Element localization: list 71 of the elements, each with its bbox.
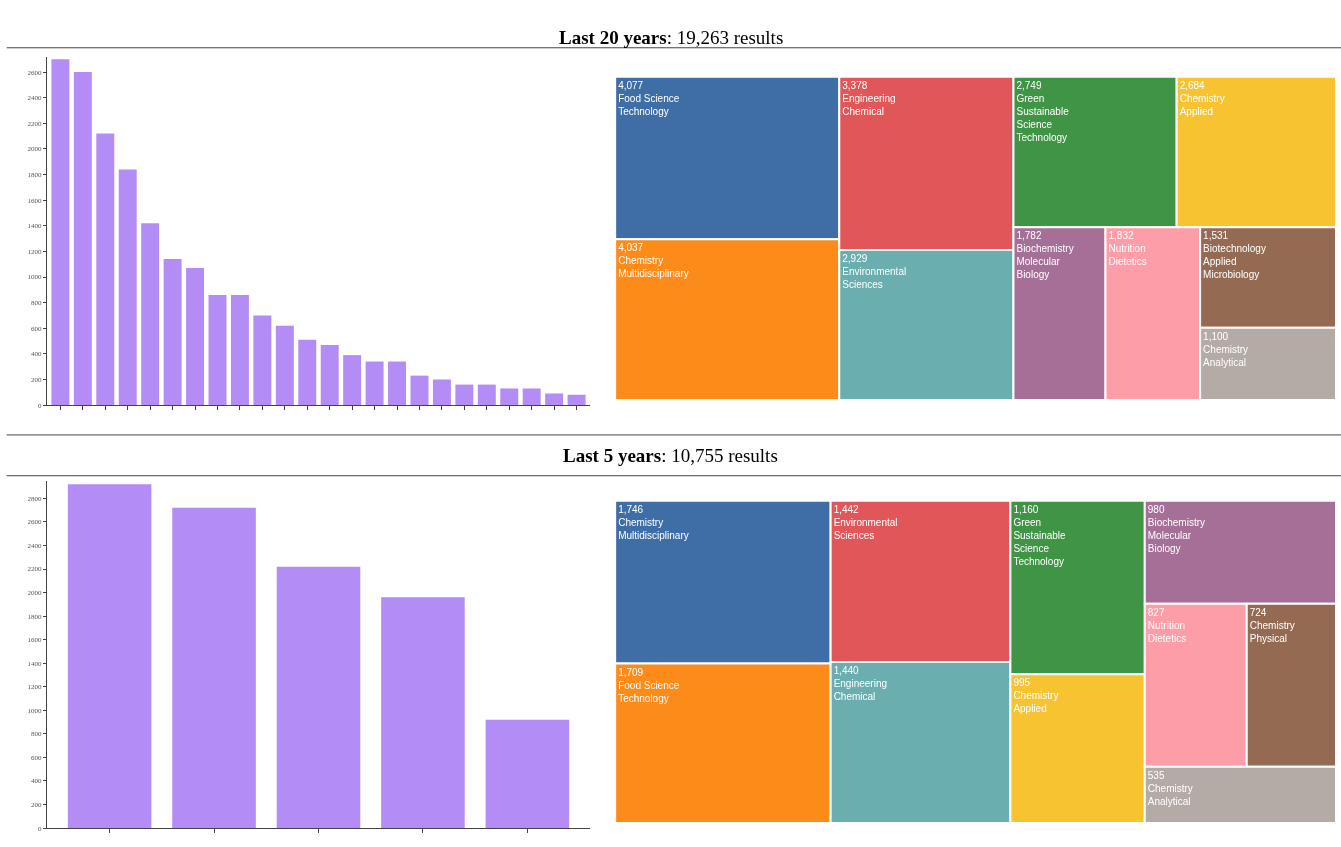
- data-label: 3,378: [842, 79, 868, 91]
- data-label: 535: [1147, 769, 1165, 781]
- bar: [275, 325, 294, 406]
- bar: [388, 361, 407, 406]
- bar: [96, 133, 115, 406]
- category-label: Chemistry Multidisciplinary: [618, 255, 689, 280]
- data-label: 2,929: [842, 252, 868, 264]
- bar: [186, 268, 205, 406]
- bar: [455, 384, 474, 406]
- category-label: Nutrition Dietetics: [1108, 243, 1147, 268]
- category-label: Green Sustainable Science Technology: [1013, 516, 1067, 567]
- data-label: 1,160: [1013, 503, 1039, 515]
- text: Last 20 years: 19,263 results: [559, 27, 784, 48]
- bar: [51, 59, 70, 406]
- category-label: Chemistry Multidisciplinary: [618, 516, 689, 541]
- bar: [500, 388, 519, 406]
- category-label: Chemistry Analytical: [1203, 343, 1249, 368]
- category-label: Environmental Sciences: [833, 516, 898, 541]
- bar: [163, 259, 182, 406]
- bar: [545, 393, 564, 406]
- data-label: 2,749: [1016, 79, 1042, 91]
- category-label: Nutrition Dietetics: [1147, 619, 1187, 644]
- category-label: Biochemistry Molecular Biology: [1147, 516, 1206, 554]
- category-label: Chemistry Analytical: [1147, 782, 1193, 807]
- data-label: 1,832: [1108, 230, 1134, 242]
- bar: [172, 507, 256, 829]
- data-label: 1,746: [618, 503, 644, 515]
- bar: [485, 719, 570, 829]
- category-label: Biotechnology Applied Microbiology: [1203, 243, 1266, 281]
- data-label: 2,684: [1179, 79, 1206, 91]
- data-label: 4,077: [618, 79, 644, 91]
- category-label: Biochemistry Molecular Biology: [1016, 243, 1074, 281]
- data-label: 1,100: [1203, 330, 1229, 342]
- bar: [253, 315, 272, 406]
- category-label: Food Science Technology: [618, 92, 680, 117]
- text: Last 5 years: 10,755 results: [563, 445, 778, 466]
- data-label: 1,531: [1203, 230, 1229, 242]
- bar: [432, 379, 451, 406]
- bar: [67, 484, 152, 829]
- data-label: 1,709: [618, 666, 644, 678]
- data-label: 827: [1147, 606, 1165, 618]
- bar: [567, 394, 586, 406]
- category-label: Engineering Chemical: [842, 92, 896, 117]
- bar: [343, 355, 362, 406]
- bar: [522, 388, 541, 406]
- bar: [118, 169, 137, 406]
- data-label: 4,037: [618, 242, 644, 254]
- bar: [381, 597, 465, 829]
- category-label: Chemistry Applied: [1179, 92, 1225, 117]
- data-label: 995: [1013, 677, 1031, 689]
- bar: [410, 375, 429, 406]
- data-label: 724: [1249, 606, 1267, 618]
- category-label: Food Science Technology: [618, 679, 680, 704]
- bar: [320, 344, 339, 406]
- bar: [73, 72, 92, 406]
- bar: [141, 223, 160, 406]
- data-label: 1,442: [833, 503, 860, 515]
- bar: [230, 294, 249, 406]
- data-label: 1,782: [1016, 230, 1042, 242]
- bar: [298, 339, 317, 406]
- data-label: 980: [1147, 503, 1165, 515]
- bar: [477, 384, 496, 406]
- bar: [365, 361, 384, 406]
- category-label: Green Sustainable Science Technology: [1016, 92, 1070, 143]
- data-label: 1,440: [833, 665, 860, 677]
- bar: [276, 566, 361, 829]
- bar: [208, 294, 227, 406]
- category-label: Chemistry Physical: [1249, 619, 1295, 644]
- category-label: Environmental Sciences: [842, 265, 907, 290]
- category-label: Engineering Chemical: [833, 678, 888, 703]
- category-label: Chemistry Applied: [1013, 690, 1059, 715]
